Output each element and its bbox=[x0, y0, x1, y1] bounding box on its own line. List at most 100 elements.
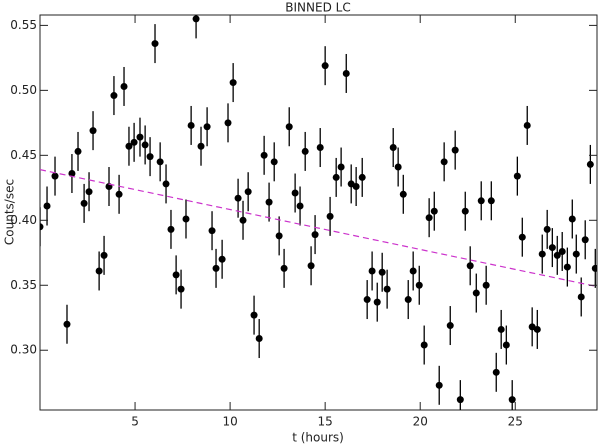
x-tick-label: 20 bbox=[413, 415, 428, 429]
fit-line bbox=[40, 169, 597, 288]
data-point bbox=[492, 368, 500, 376]
data-point bbox=[461, 207, 469, 215]
data-point bbox=[89, 127, 97, 135]
data-point bbox=[301, 147, 309, 155]
data-point bbox=[568, 215, 576, 223]
data-point bbox=[40, 223, 44, 231]
data-point bbox=[487, 197, 495, 205]
data-point bbox=[420, 341, 428, 349]
data-point bbox=[404, 296, 412, 304]
data-point bbox=[363, 296, 371, 304]
data-point bbox=[456, 396, 464, 404]
data-point bbox=[533, 325, 541, 333]
data-point bbox=[172, 271, 180, 279]
data-point bbox=[100, 251, 108, 259]
data-point bbox=[167, 225, 175, 233]
x-tick-label: 10 bbox=[222, 415, 237, 429]
data-point bbox=[74, 147, 82, 155]
data-point bbox=[394, 163, 402, 171]
data-point bbox=[326, 212, 334, 220]
data-point bbox=[285, 123, 293, 131]
data-point bbox=[85, 188, 93, 196]
y-tick-label: 0.35 bbox=[10, 278, 37, 292]
data-point bbox=[543, 225, 551, 233]
data-point bbox=[260, 151, 268, 159]
data-point bbox=[435, 381, 443, 389]
data-point bbox=[296, 202, 304, 210]
data-point bbox=[125, 142, 133, 150]
data-point bbox=[255, 335, 263, 343]
data-point bbox=[95, 267, 103, 275]
y-tick-label: 0.45 bbox=[10, 148, 37, 162]
data-point bbox=[373, 298, 381, 306]
data-point bbox=[502, 341, 510, 349]
data-point bbox=[466, 262, 474, 270]
data-point bbox=[497, 325, 505, 333]
data-point bbox=[513, 172, 521, 180]
x-tick-label: 5 bbox=[131, 415, 139, 429]
data-point bbox=[115, 190, 123, 198]
data-point bbox=[156, 158, 164, 166]
data-point bbox=[352, 183, 360, 191]
data-point bbox=[558, 247, 566, 255]
data-point bbox=[548, 244, 556, 252]
data-point bbox=[430, 207, 438, 215]
y-tick-label: 0.30 bbox=[10, 343, 37, 357]
data-point bbox=[311, 231, 319, 239]
data-point bbox=[265, 198, 273, 206]
data-point bbox=[425, 214, 433, 222]
data-point bbox=[508, 396, 516, 404]
data-point bbox=[270, 158, 278, 166]
y-tick-label: 0.40 bbox=[10, 213, 37, 227]
data-point bbox=[538, 250, 546, 258]
data-point bbox=[316, 144, 324, 152]
data-point bbox=[440, 158, 448, 166]
data-point bbox=[518, 233, 526, 241]
data-point bbox=[342, 69, 350, 77]
data-point bbox=[523, 121, 531, 129]
data-point bbox=[63, 320, 71, 328]
data-point bbox=[409, 267, 417, 275]
data-point bbox=[591, 264, 597, 272]
data-point bbox=[378, 268, 386, 276]
data-point bbox=[120, 82, 128, 90]
data-point bbox=[250, 311, 258, 319]
data-point bbox=[130, 138, 138, 146]
data-point bbox=[477, 197, 485, 205]
chart-title: BINNED LC bbox=[285, 1, 350, 15]
data-point bbox=[358, 173, 366, 181]
data-point bbox=[203, 123, 211, 131]
data-point bbox=[51, 172, 59, 180]
data-point bbox=[224, 119, 232, 127]
data-point bbox=[208, 227, 216, 235]
data-point bbox=[451, 146, 459, 154]
data-point bbox=[110, 92, 118, 100]
data-point bbox=[321, 62, 329, 70]
data-point bbox=[151, 40, 159, 48]
y-tick-label: 0.55 bbox=[10, 18, 37, 32]
data-point bbox=[197, 142, 205, 150]
data-point bbox=[146, 153, 154, 161]
x-axis-label: t (hours) bbox=[292, 431, 344, 445]
data-point bbox=[244, 188, 252, 196]
y-tick-label: 0.50 bbox=[10, 83, 37, 97]
data-point bbox=[581, 236, 589, 244]
x-tick-label: 25 bbox=[508, 415, 523, 429]
data-point bbox=[383, 285, 391, 293]
data-point bbox=[187, 121, 195, 129]
data-point bbox=[141, 141, 149, 149]
data-point bbox=[332, 173, 340, 181]
data-point bbox=[239, 216, 247, 224]
data-point bbox=[68, 170, 76, 178]
data-point bbox=[280, 264, 288, 272]
data-point bbox=[399, 190, 407, 198]
data-point bbox=[234, 194, 242, 202]
plot-area bbox=[40, 15, 597, 410]
data-point bbox=[177, 285, 185, 293]
data-point bbox=[192, 15, 200, 23]
data-point bbox=[275, 232, 283, 240]
data-point bbox=[563, 263, 571, 271]
data-point bbox=[553, 251, 561, 259]
data-point bbox=[577, 293, 585, 301]
